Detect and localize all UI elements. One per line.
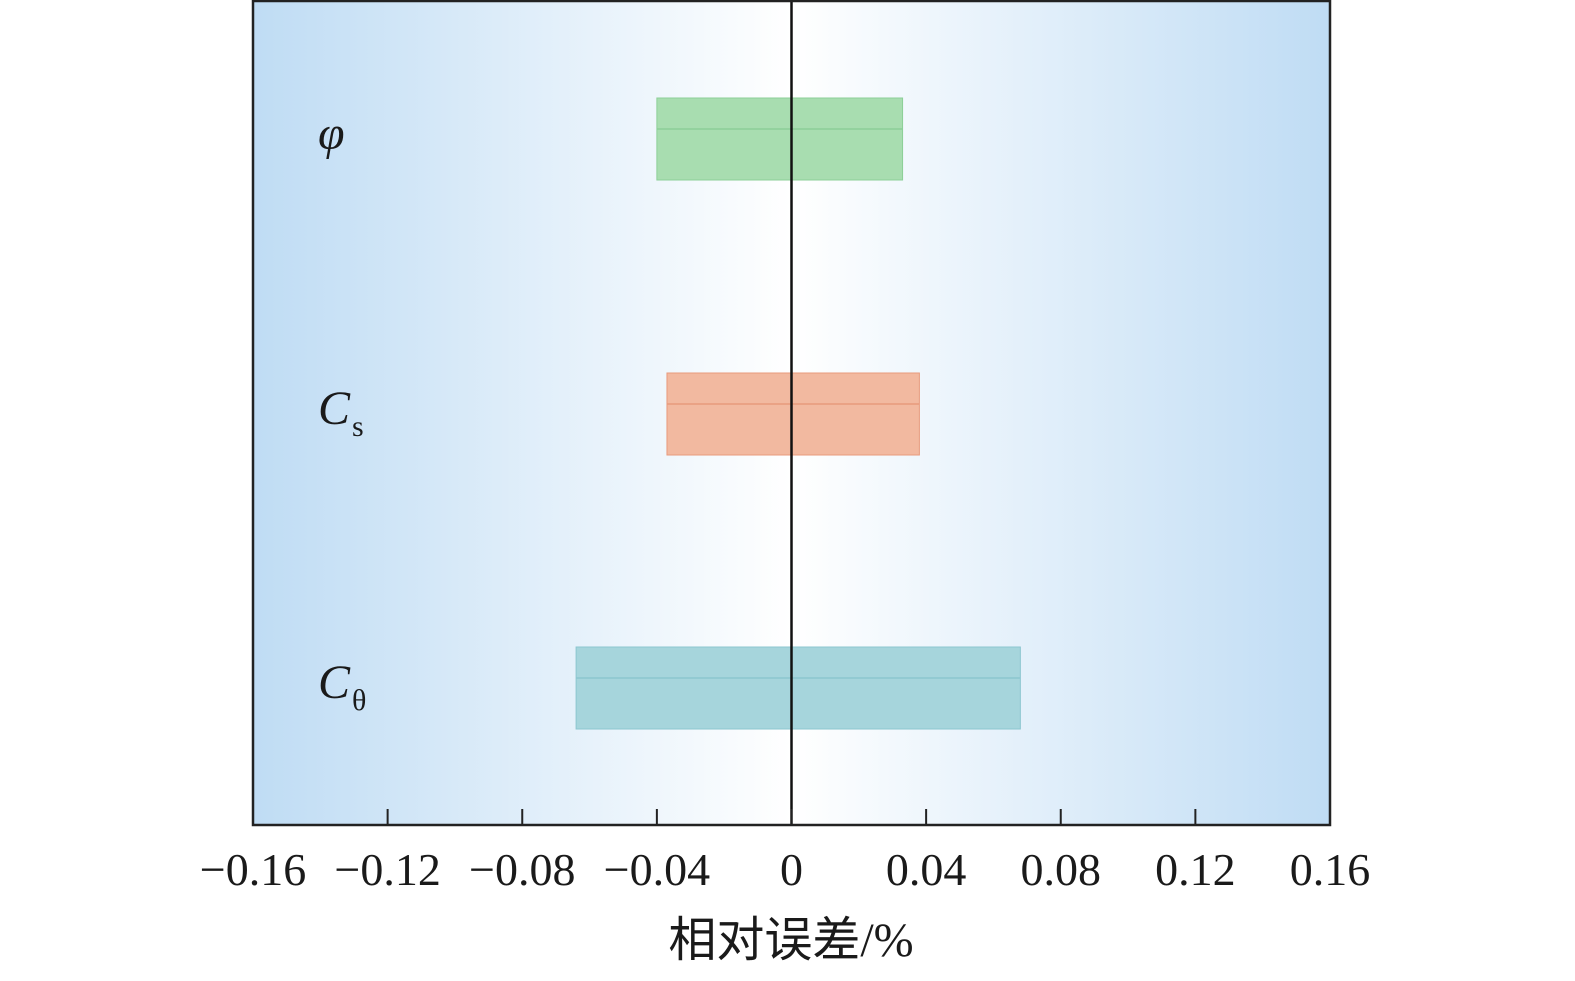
bar-0 [656,97,904,181]
bar-1 [666,372,920,456]
bar-rect-1 [666,372,920,456]
x-tick-label-8: 0.16 [1290,844,1371,895]
x-tick-label-6: 0.08 [1021,844,1102,895]
x-tick-label-5: 0.04 [886,844,967,895]
bar-rect-0 [656,97,904,181]
category-label-1: Cs [318,382,364,443]
x-tick-label-1: −0.12 [334,844,440,895]
x-ticks: −0.16 −0.12 −0.08 −0.04 0 0.04 0.08 0.12 0.16 [200,809,1370,895]
bars-layer [575,97,1021,730]
bar-2 [575,646,1021,730]
category-label-2: Cθ [318,656,366,717]
bar-rect-2 [575,646,1021,730]
x-axis-title: 相对误差/% [668,914,913,967]
x-tick-label-4: 0 [780,844,803,895]
category-labels: φ Cs Cθ [318,107,366,717]
x-tick-label-7: 0.12 [1155,844,1236,895]
x-tick-label-2: −0.08 [469,844,575,895]
x-tick-label-0: −0.16 [200,844,306,895]
category-label-0: φ [318,107,345,160]
x-tick-label-3: −0.04 [604,844,710,895]
